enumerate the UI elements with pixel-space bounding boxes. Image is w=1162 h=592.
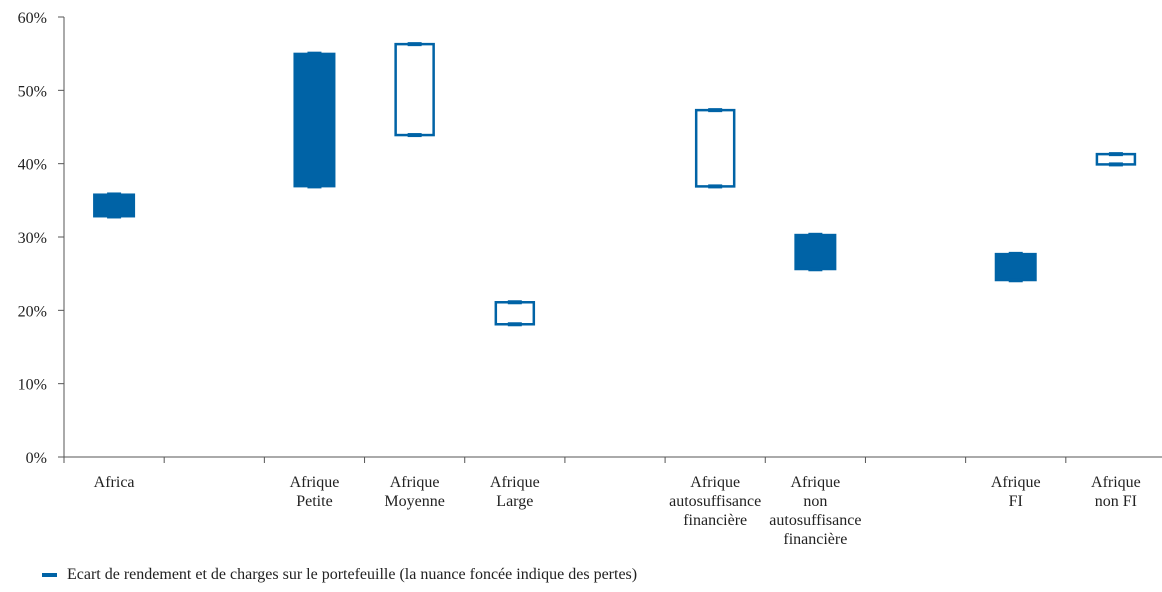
range-box-loss — [293, 52, 336, 188]
y-tick-label: 20% — [18, 303, 47, 320]
range-high-cap — [407, 42, 422, 47]
x-category-label: Africa — [94, 474, 135, 491]
x-category-label: Afrique Petite — [290, 474, 340, 510]
y-tick-label: 0% — [26, 450, 47, 467]
y-tick-label: 50% — [18, 83, 47, 100]
x-axis: Africa Afrique Petite Afrique Moyenne Afrique… — [63, 456, 1162, 548]
y-tick-label: 40% — [18, 157, 47, 174]
x-category-label: Afrique Large — [490, 474, 540, 510]
legend-swatch — [42, 573, 57, 577]
boxes — [93, 42, 1137, 327]
x-category-label: Afrique autosuffisance financière — [669, 474, 761, 529]
x-category-label: Afrique Moyenne — [384, 474, 444, 510]
range-low-cap — [808, 267, 823, 272]
y-tick-label: 30% — [18, 230, 47, 247]
range-low-cap — [307, 184, 322, 189]
range-high-cap — [107, 192, 122, 197]
range-low-cap — [107, 214, 122, 219]
chart: 0% 10% 20% 30% 40% 50% 60% Africa Afrique Petite… — [18, 10, 1162, 548]
y-axis: 0% 10% 20% 30% 40% 50% 60% — [18, 10, 65, 467]
y-tick-label: 60% — [18, 10, 47, 27]
range-low-cap — [407, 133, 422, 138]
legend: Ecart de rendement et de charges sur le … — [42, 566, 637, 584]
range-low-cap — [708, 184, 723, 189]
range-high-cap — [307, 51, 322, 56]
range-high-cap — [507, 300, 522, 305]
range-box — [394, 42, 435, 137]
range-high-cap — [1008, 251, 1023, 256]
x-category-label: Afrique non FI — [1091, 474, 1141, 510]
range-high-cap — [1108, 152, 1123, 157]
range-low-cap — [1008, 278, 1023, 283]
range-box — [494, 301, 536, 326]
range-low-cap — [1108, 162, 1123, 167]
y-tick-label: 10% — [18, 377, 47, 394]
range-box-loss — [794, 233, 837, 271]
range-low-cap — [507, 322, 522, 327]
range-high-cap — [808, 232, 823, 237]
legend-label: Ecart de rendement et de charges sur le … — [67, 566, 638, 583]
range-high-cap — [708, 108, 723, 113]
x-category-label: Afrique FI — [991, 474, 1041, 510]
range-box-loss — [994, 252, 1037, 282]
range-box-loss — [93, 193, 136, 218]
range-box — [694, 108, 736, 188]
x-category-label: Afrique non autosuffisance financière — [769, 474, 861, 548]
